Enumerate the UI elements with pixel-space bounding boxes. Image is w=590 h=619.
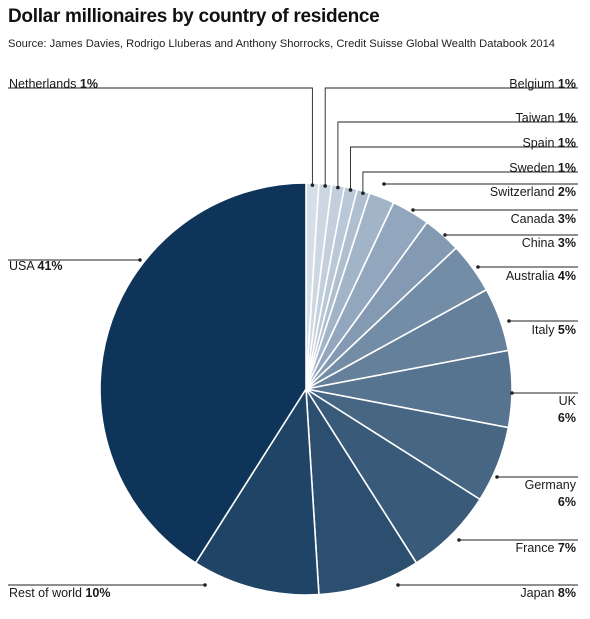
leader-dot-germany — [495, 475, 499, 479]
leader-line-spain — [350, 146, 578, 190]
leader-dot-taiwan — [336, 185, 340, 190]
slice-label-spain: Spain 1% — [522, 136, 576, 150]
slice-label-china: China 3% — [522, 236, 576, 250]
pie-slice-usa — [99, 182, 307, 565]
leader-dot-china — [443, 233, 447, 237]
leader-dot-rest-of-world — [203, 583, 207, 587]
leader-dot-uk — [510, 391, 514, 395]
leader-dot-australia — [476, 265, 480, 269]
leader-dot-netherlands — [310, 183, 315, 187]
slice-label-sweden: Sweden 1% — [509, 161, 576, 175]
pie-slice-rest-of-world — [194, 386, 320, 596]
leader-line-taiwan — [337, 121, 578, 188]
pie-slice-japan — [305, 388, 418, 596]
leader-line-netherlands — [8, 87, 313, 186]
slice-label-canada: Canada 3% — [511, 212, 576, 226]
slice-label-taiwan: Taiwan 1% — [516, 111, 576, 125]
leader-dot-usa — [138, 258, 142, 262]
leader-dot-belgium — [323, 184, 327, 188]
slice-label-belgium: Belgium 1% — [509, 77, 576, 91]
leader-lines — [8, 87, 578, 587]
slice-label-france: France 7% — [516, 541, 576, 555]
slice-label-usa: USA 41% — [9, 259, 63, 273]
slice-label-rest-of-world: Rest of world 10% — [9, 586, 110, 600]
leader-line-belgium — [324, 87, 578, 186]
slice-label-netherlands: Netherlands 1% — [9, 77, 98, 91]
leader-dot-france — [457, 538, 461, 542]
chart-title: Dollar millionaires by country of reside… — [8, 6, 380, 27]
leader-dot-sweden — [361, 191, 365, 195]
chart-source: Source: James Davies, Rodrigo Lluberas a… — [8, 38, 556, 50]
leader-line-sweden — [362, 171, 578, 194]
pie-slices — [99, 182, 513, 596]
leader-dot-japan — [396, 583, 400, 587]
slice-label-uk: UK 6% — [558, 394, 577, 425]
slice-label-switzerland: Switzerland 2% — [490, 185, 576, 199]
leader-dot-italy — [507, 319, 511, 323]
slice-label-italy: Italy 5% — [532, 323, 576, 337]
slice-label-germany: Germany 6% — [525, 478, 577, 509]
leader-dot-canada — [411, 208, 415, 212]
leader-dot-spain — [348, 188, 353, 192]
slice-label-australia: Australia 4% — [506, 269, 576, 283]
slice-labels: Netherlands 1% Belgium 1% Taiwan 1% Spain 1… — [9, 77, 577, 600]
leader-dot-switzerland — [382, 182, 386, 186]
slice-label-japan: Japan 8% — [520, 586, 576, 600]
